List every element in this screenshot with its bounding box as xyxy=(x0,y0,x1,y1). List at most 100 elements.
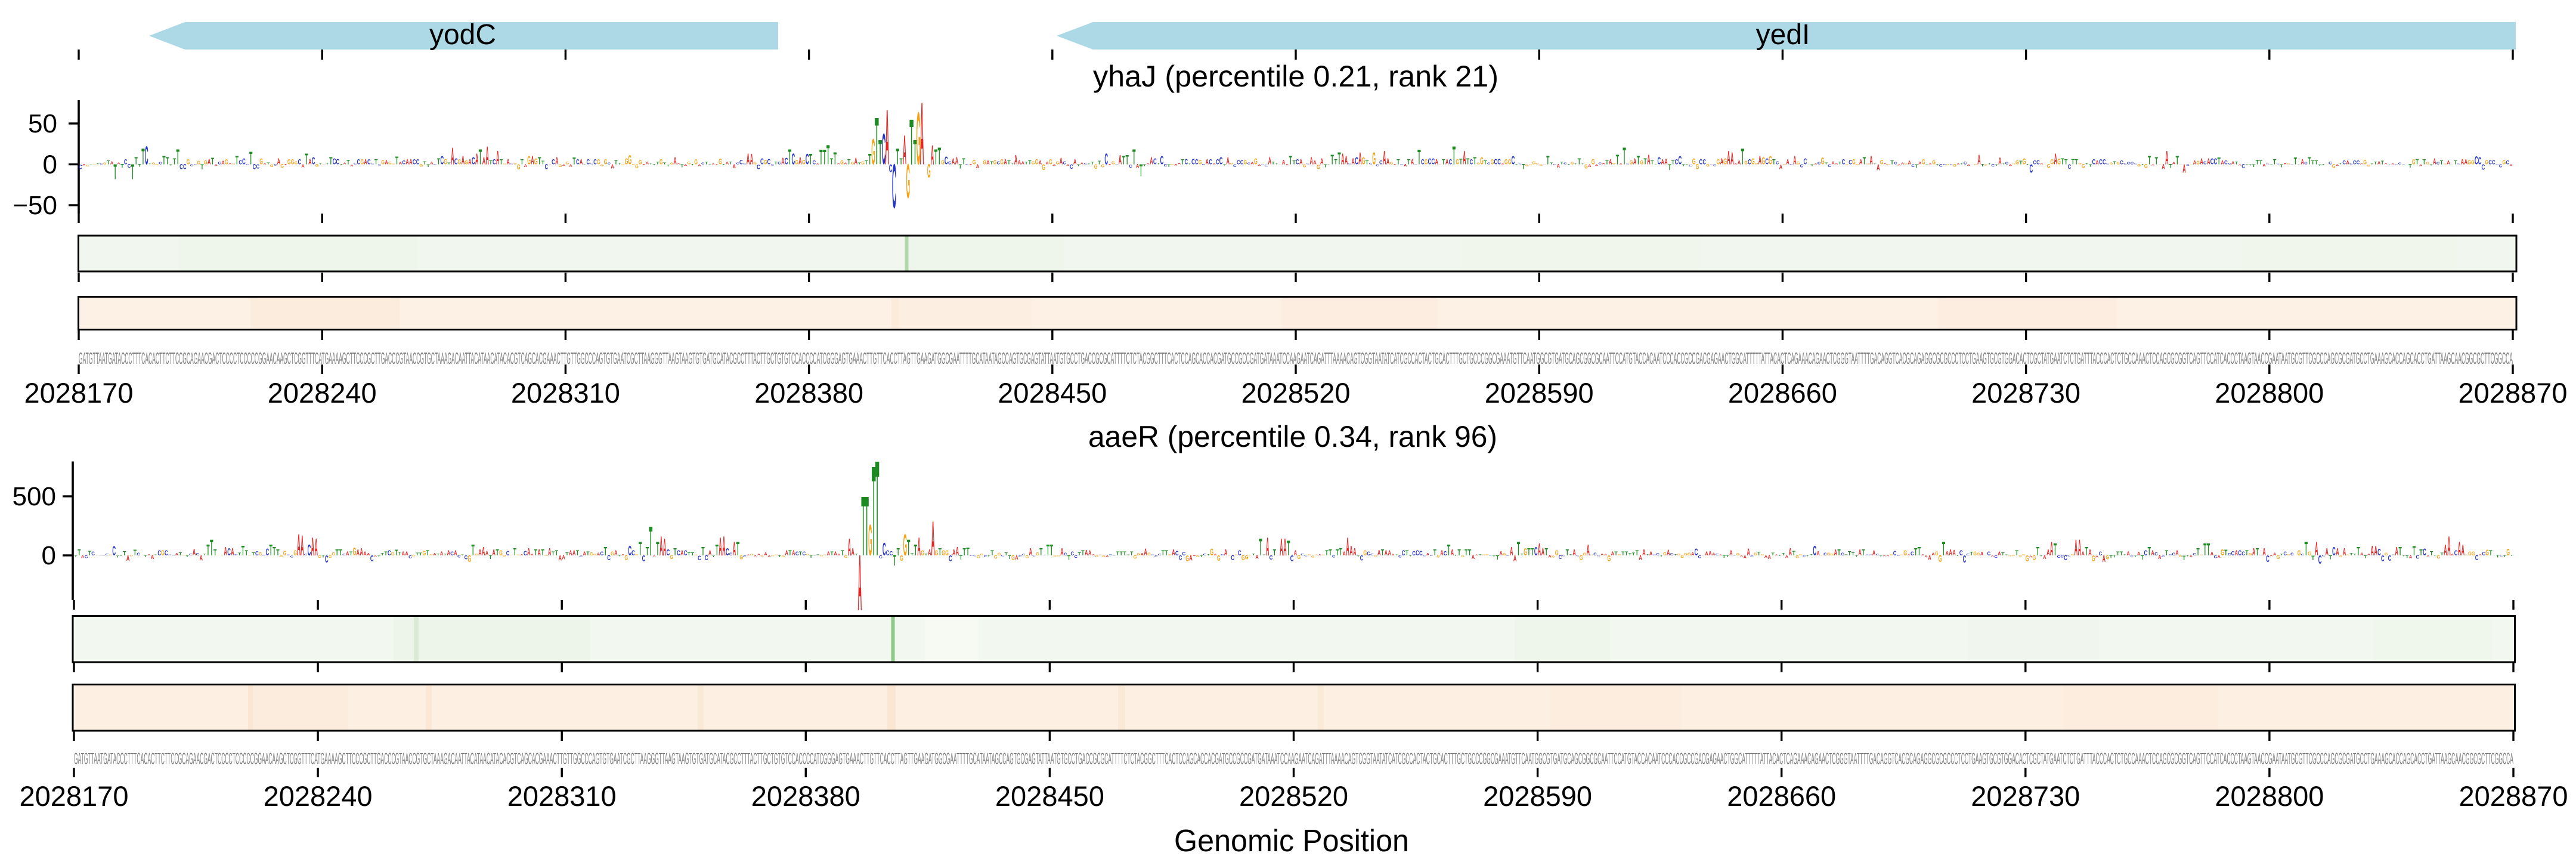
svg-text:A: A xyxy=(827,551,831,557)
svg-text:T: T xyxy=(2061,156,2064,166)
svg-text:C: C xyxy=(1348,163,1352,165)
svg-text:T: T xyxy=(861,480,865,574)
svg-text:T: T xyxy=(2402,555,2405,557)
svg-text:T: T xyxy=(2441,552,2444,556)
svg-text:T: T xyxy=(1405,550,1409,557)
svg-text:T: T xyxy=(875,433,880,585)
svg-text:C: C xyxy=(2304,162,2308,165)
svg-text:A: A xyxy=(969,164,973,165)
svg-text:G: G xyxy=(2057,157,2061,166)
svg-text:C: C xyxy=(2266,163,2270,165)
svg-text:C: C xyxy=(106,554,109,557)
svg-text:G: G xyxy=(565,162,569,166)
svg-text:A: A xyxy=(1227,155,1230,167)
svg-text:C: C xyxy=(1593,552,1597,557)
svg-text:T: T xyxy=(166,155,169,166)
svg-text:G: G xyxy=(1134,554,1137,560)
svg-text:G: G xyxy=(475,553,478,556)
svg-text:C: C xyxy=(367,159,371,166)
svg-text:T: T xyxy=(2429,164,2432,166)
svg-text:G: G xyxy=(980,553,984,556)
svg-text:G: G xyxy=(802,159,806,166)
svg-text:T: T xyxy=(1918,545,1921,558)
svg-text:G: G xyxy=(753,162,757,165)
svg-text:G: G xyxy=(906,155,910,209)
svg-text:A: A xyxy=(1411,159,1414,166)
svg-text:A: A xyxy=(1775,555,1778,556)
svg-text:T: T xyxy=(1397,159,1400,166)
svg-text:A: A xyxy=(798,155,802,166)
svg-text:A: A xyxy=(433,553,436,557)
svg-text:T: T xyxy=(907,535,910,561)
svg-text:G: G xyxy=(1456,159,1459,166)
svg-text:C: C xyxy=(586,159,590,166)
svg-text:A: A xyxy=(1604,554,1608,557)
svg-text:A: A xyxy=(1445,159,1448,166)
svg-text:C: C xyxy=(1296,159,1299,166)
svg-text:G: G xyxy=(225,159,228,166)
svg-text:A: A xyxy=(1705,551,1708,557)
svg-text:G: G xyxy=(2325,164,2329,165)
svg-text:G: G xyxy=(232,163,236,165)
svg-text:A: A xyxy=(614,549,617,557)
svg-text:G: G xyxy=(1049,159,1052,166)
svg-text:T: T xyxy=(938,143,941,171)
svg-text:A: A xyxy=(1018,159,1021,165)
svg-text:T: T xyxy=(131,160,134,184)
svg-text:C: C xyxy=(1221,554,1225,556)
svg-text:T: T xyxy=(2235,161,2238,166)
svg-text:T: T xyxy=(1357,555,1360,558)
svg-text:C: C xyxy=(1748,159,1751,166)
svg-text:T: T xyxy=(1275,163,1278,165)
svg-text:C: C xyxy=(948,160,952,166)
svg-text:A: A xyxy=(715,164,718,165)
svg-text:C: C xyxy=(1063,160,1066,166)
svg-text:G: G xyxy=(2011,555,2015,557)
svg-text:T: T xyxy=(2186,555,2190,557)
svg-text:C: C xyxy=(1360,555,1364,563)
svg-text:C: C xyxy=(2064,555,2067,563)
svg-text:G: G xyxy=(1227,555,1231,556)
svg-text:T: T xyxy=(618,163,621,165)
svg-text:A: A xyxy=(597,552,600,557)
svg-text:C: C xyxy=(2401,164,2405,165)
svg-text:A: A xyxy=(1136,163,1139,169)
svg-text:T: T xyxy=(1292,159,1296,165)
svg-text:C: C xyxy=(2342,159,2346,165)
svg-text:T: T xyxy=(865,160,868,166)
svg-text:T: T xyxy=(423,160,426,165)
svg-text:T: T xyxy=(319,163,323,165)
svg-text:A: A xyxy=(1426,553,1430,557)
svg-text:G: G xyxy=(600,165,604,167)
svg-text:C: C xyxy=(2134,163,2138,165)
svg-text:A: A xyxy=(1119,153,1122,168)
svg-text:C: C xyxy=(1698,554,1702,559)
svg-text:A: A xyxy=(1991,555,1994,557)
svg-text:T: T xyxy=(2318,164,2321,166)
svg-text:T: T xyxy=(552,551,555,557)
svg-text:G: G xyxy=(182,555,185,556)
svg-text:C: C xyxy=(2488,159,2492,166)
svg-text:G: G xyxy=(1607,554,1611,563)
svg-text:G: G xyxy=(795,159,798,165)
svg-text:C: C xyxy=(183,163,187,171)
svg-text:A: A xyxy=(1572,549,1576,558)
svg-text:T: T xyxy=(2109,555,2113,560)
svg-text:C: C xyxy=(378,165,382,166)
svg-text:G: G xyxy=(544,555,548,557)
svg-text:C: C xyxy=(416,159,420,166)
svg-text:C: C xyxy=(892,151,896,221)
svg-text:T: T xyxy=(2503,555,2507,558)
svg-text:C: C xyxy=(1716,553,1719,556)
svg-text:A: A xyxy=(750,150,753,167)
svg-text:A: A xyxy=(1394,164,1397,166)
svg-text:T: T xyxy=(119,555,123,557)
svg-text:A: A xyxy=(2360,163,2363,165)
svg-text:−50: −50 xyxy=(13,191,57,220)
svg-text:T: T xyxy=(963,546,967,558)
svg-text:A: A xyxy=(2162,163,2165,171)
svg-text:A: A xyxy=(854,156,857,166)
svg-text:T: T xyxy=(893,552,897,568)
svg-text:T: T xyxy=(2454,160,2457,166)
svg-text:T: T xyxy=(2350,552,2354,556)
